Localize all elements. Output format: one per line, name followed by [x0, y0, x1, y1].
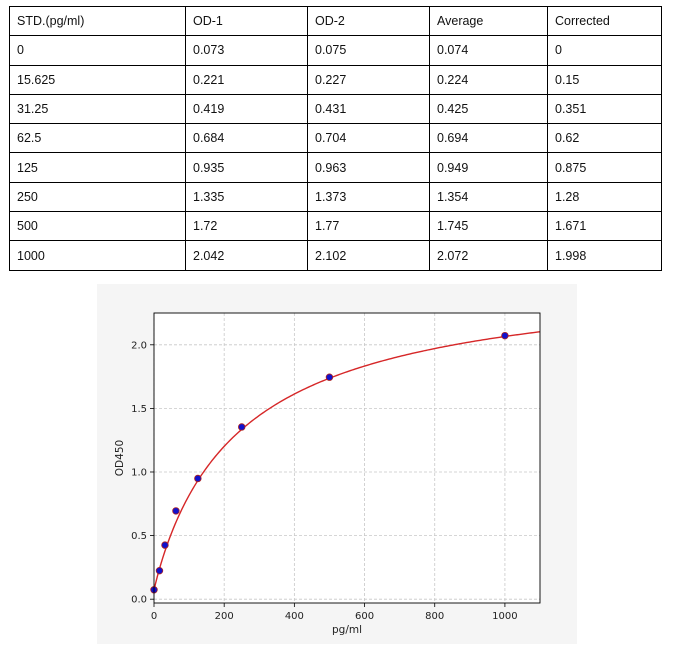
table-cell: 2.072 [429, 240, 548, 271]
table-cell: 0.15 [547, 64, 662, 95]
plot-area [154, 313, 540, 603]
table-header-cell: Average [429, 5, 548, 37]
table-cell: 2.042 [185, 240, 308, 271]
x-tick-label: 200 [215, 611, 234, 622]
y-tick-label: 2.0 [131, 340, 147, 351]
table-cell: 0.425 [429, 93, 548, 125]
table-header-cell: OD-2 [307, 5, 430, 37]
standard-curve-table: STD.(pg/ml) OD-1 OD-2 Average Corrected 0 0.07… [9, 5, 662, 271]
y-tick-label: 0.0 [131, 595, 147, 606]
table-cell: 1.335 [185, 181, 308, 213]
x-tick-label: 0 [151, 611, 157, 622]
table-row: 500 1.72 1.77 1.745 1.671 [9, 211, 662, 242]
table-cell: 1.72 [185, 211, 308, 242]
table-cell: 0.227 [307, 64, 430, 95]
table-row: 125 0.935 0.963 0.949 0.875 [9, 152, 662, 183]
table-cell: 1.77 [307, 211, 430, 242]
table-cell: 0.694 [429, 123, 548, 154]
table-row: 62.5 0.684 0.704 0.694 0.62 [9, 123, 662, 154]
y-tick-label: 1.5 [131, 404, 147, 415]
x-tick-label: 400 [285, 611, 304, 622]
table-header-cell: Corrected [547, 5, 662, 37]
table-cell: 0.935 [185, 152, 308, 183]
table-cell: 0.431 [307, 93, 430, 125]
table-header-cell: OD-1 [185, 5, 308, 37]
table-cell: 15.625 [9, 64, 186, 95]
data-point [194, 474, 202, 483]
table-cell: 0.704 [307, 123, 430, 154]
data-point [155, 566, 164, 575]
table-cell: 0 [9, 35, 186, 66]
table-row: 1000 2.042 2.102 2.072 1.998 [9, 240, 662, 271]
table-cell: 1.28 [547, 181, 662, 213]
table-cell: 0.351 [547, 93, 662, 125]
table-row: 15.625 0.221 0.227 0.224 0.15 [9, 64, 662, 95]
table-cell: 0.875 [547, 152, 662, 183]
chart-svg: 0 200 400 600 800 1000 0.0 0.5 1.0 1.5 2.0 pg/ml OD4… [114, 312, 541, 636]
table-cell: 1.373 [307, 181, 430, 213]
y-tick-label: 1.0 [131, 467, 147, 478]
table-cell: 0.419 [185, 93, 308, 125]
x-tick-label: 800 [425, 611, 444, 622]
table-cell: 0.074 [429, 35, 548, 66]
table-cell: 62.5 [9, 123, 186, 154]
table-row: 31.25 0.419 0.431 0.425 0.351 [9, 93, 662, 125]
x-tick-label: 600 [355, 611, 374, 622]
table-cell: 0.075 [307, 35, 430, 66]
data-point [501, 331, 509, 340]
y-tick-label: 0.5 [131, 531, 147, 542]
plot-frame [153, 312, 541, 604]
table-cell: 0.963 [307, 152, 430, 183]
table-cell: 2.102 [307, 240, 430, 271]
x-tick-label: 1000 [492, 611, 517, 622]
table-cell: 1000 [9, 240, 186, 271]
table-cell: 1.354 [429, 181, 548, 213]
table-cell: 1.745 [429, 211, 548, 242]
data-point [325, 373, 334, 381]
table-row: 250 1.335 1.373 1.354 1.28 [9, 181, 662, 213]
table-cell: 125 [9, 152, 186, 183]
table-row: 0 0.073 0.075 0.074 0 [9, 35, 662, 66]
data-point [172, 507, 180, 515]
table-header-cell: STD.(pg/ml) [9, 5, 186, 37]
table-cell: 500 [9, 211, 186, 242]
table-cell: 0 [547, 35, 662, 66]
table-cell: 1.671 [547, 211, 662, 242]
table-cell: 0.949 [429, 152, 548, 183]
table-cell: 0.221 [185, 64, 308, 95]
table-cell: 0.62 [547, 123, 662, 154]
data-point [161, 541, 169, 549]
table-cell: 1.998 [547, 240, 662, 271]
table-cell: 250 [9, 181, 186, 213]
table-cell: 0.073 [185, 35, 308, 66]
table-cell: 31.25 [9, 93, 186, 125]
standard-curve-chart: 0 200 400 600 800 1000 0.0 0.5 1.0 1.5 2.0 pg/ml OD4… [97, 284, 577, 644]
data-point [238, 423, 246, 431]
table-cell: 0.684 [185, 123, 308, 154]
fit-curve [153, 331, 541, 591]
y-axis-label: OD450 [114, 440, 126, 476]
table-header-row: STD.(pg/ml) OD-1 OD-2 Average Corrected [9, 5, 662, 37]
table-cell: 0.224 [429, 64, 548, 95]
x-axis-label: pg/ml [332, 624, 362, 636]
